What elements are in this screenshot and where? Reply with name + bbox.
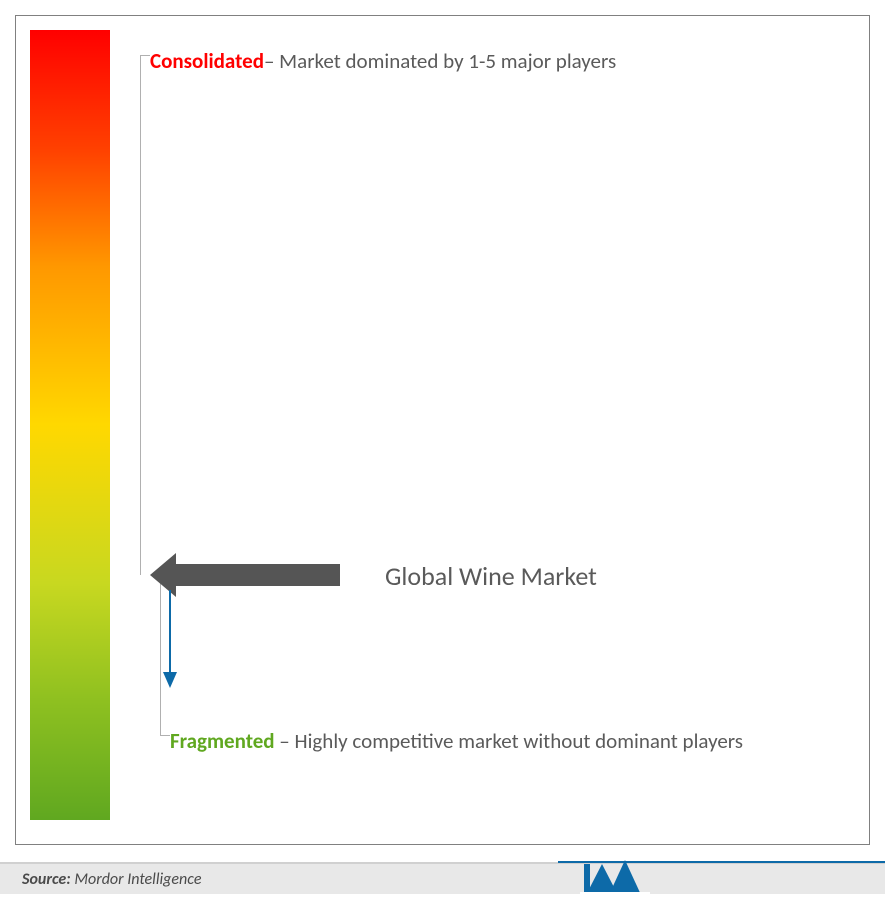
leader-line-bottom-h [160, 735, 170, 736]
source-label: Source: [22, 870, 71, 889]
consolidated-label: Consolidated– Market dominated by 1-5 ma… [150, 40, 616, 82]
fragmented-label: Fragmented – Highly competitive market w… [170, 720, 743, 762]
fragmented-keyword: Fragmented [170, 728, 275, 754]
source-value: Mordor Intelligence [71, 870, 202, 889]
marker-arrow-body [176, 564, 340, 586]
marker-title: Global Wine Market [385, 560, 597, 592]
mordor-logo-icon [580, 852, 650, 902]
consolidated-keyword: Consolidated [150, 48, 264, 74]
concentration-gradient-bar [30, 30, 110, 820]
leader-line-top-v [140, 55, 141, 575]
marker-dropline [160, 590, 180, 690]
leader-line-top-h [140, 55, 150, 56]
fragmented-desc: – Highly competitive market without domi… [275, 728, 743, 754]
consolidated-desc: – Market dominated by 1-5 major players [264, 48, 616, 74]
source-text: Source: Mordor Intelligence [22, 870, 201, 889]
